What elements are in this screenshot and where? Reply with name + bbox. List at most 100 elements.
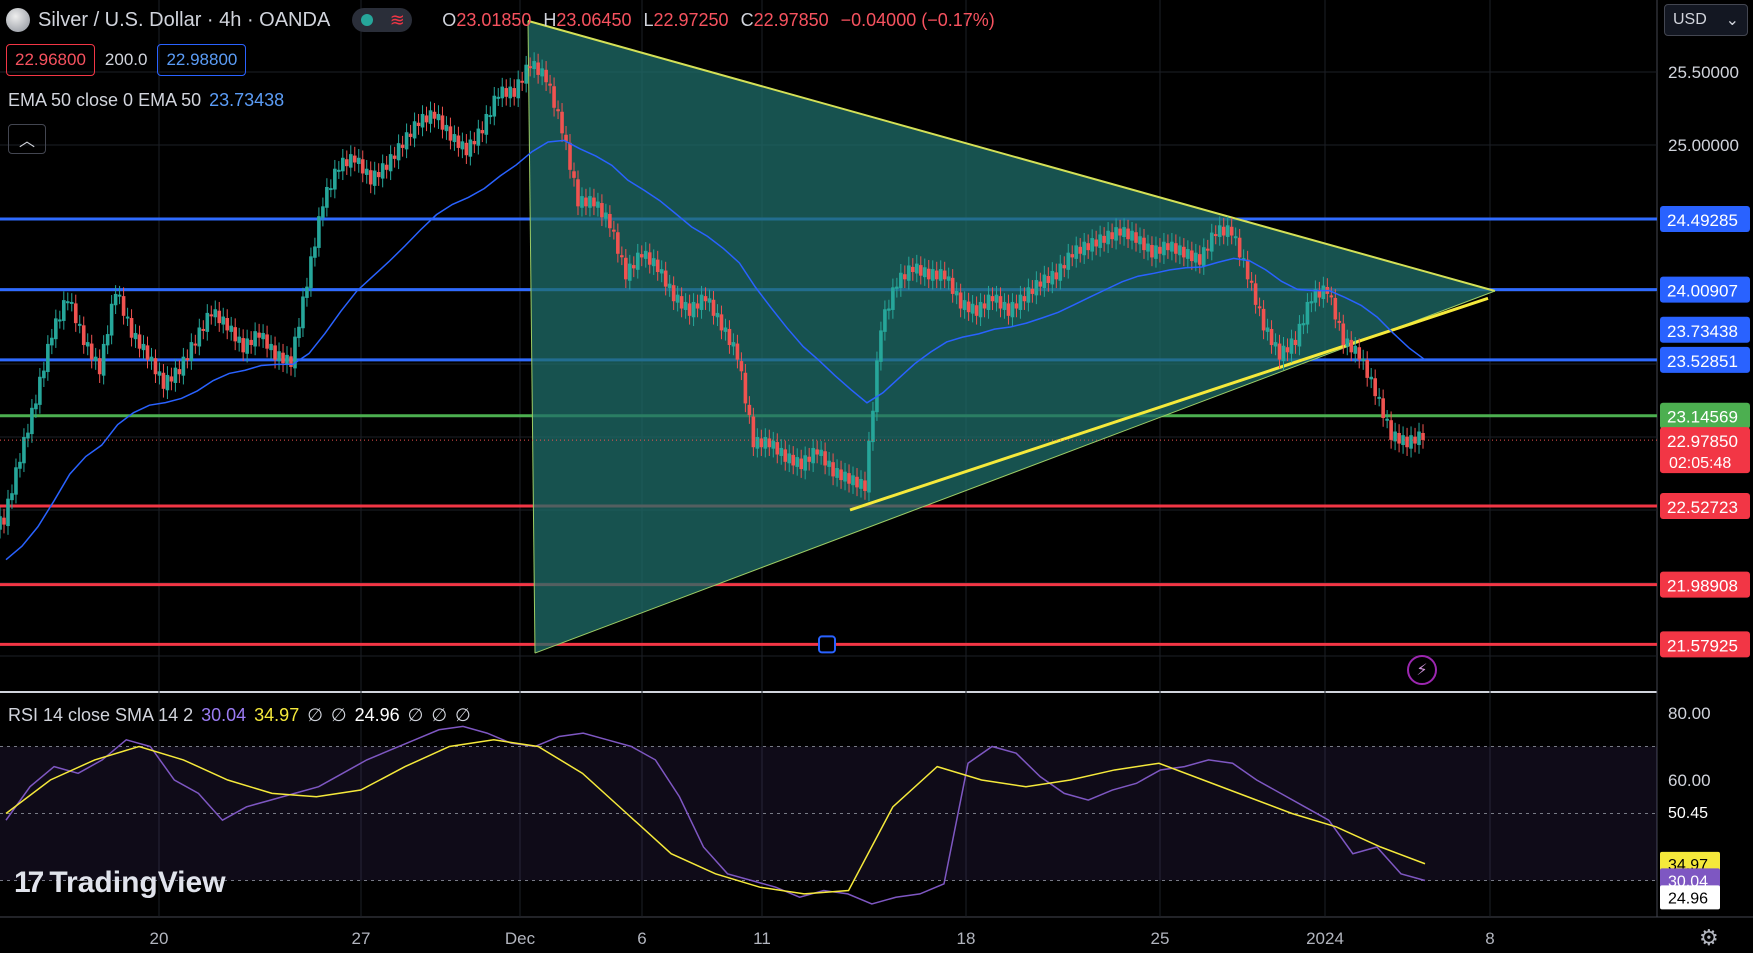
candle-body (1134, 232, 1138, 243)
trade-quantity[interactable]: 200.0 (104, 50, 148, 69)
candle-body (1106, 230, 1110, 245)
candle-body (1186, 249, 1190, 259)
candle-body (1166, 243, 1170, 251)
brand-logo[interactable]: 17 TradingView (14, 866, 226, 899)
candle-body (125, 316, 130, 319)
candle-body (2, 517, 6, 525)
collapse-legend-button[interactable]: ︿ (8, 124, 46, 154)
candle-body (580, 196, 584, 208)
bolt-icon[interactable]: ⚡ (1407, 655, 1437, 685)
candle-body (1245, 259, 1250, 280)
price-level-tag (1660, 571, 1750, 598)
candle-body (914, 263, 919, 274)
candle-body (46, 343, 50, 373)
candle-body (1074, 245, 1079, 259)
symbol-title[interactable]: Silver / U.S. Dollar · 4h · OANDA (38, 8, 331, 31)
candle-body (273, 345, 277, 360)
market-open-icon[interactable] (352, 8, 383, 32)
candle-body (50, 337, 54, 346)
candle-body (608, 213, 612, 229)
price-level-tag (1660, 631, 1750, 658)
time-axis[interactable]: 20 27 Dec 6 11 18 25 2024 8 (150, 929, 1495, 948)
candle-body (803, 455, 807, 471)
candle-body (624, 257, 628, 280)
candle-body (1010, 301, 1015, 318)
candle-body (289, 356, 293, 367)
candle-body (26, 432, 30, 439)
candle-body (42, 370, 46, 379)
candle-body (293, 336, 297, 369)
candle-body (867, 440, 871, 493)
price-level-tag (1660, 346, 1750, 373)
candle-body (185, 358, 190, 361)
price-level-tag (1660, 402, 1750, 429)
candle-body (14, 467, 18, 495)
candle-body (1405, 436, 1409, 448)
triangle-pattern[interactable] (527, 19, 1496, 654)
candle-body (1162, 241, 1166, 256)
candle-body (508, 86, 513, 99)
ema-legend[interactable]: EMA 50 close 0 EMA 50 23.73438 (8, 90, 285, 110)
candle-body (201, 328, 206, 331)
candle-body (424, 115, 429, 123)
rsi-line (5, 725, 1426, 905)
candle-body (727, 328, 732, 346)
candle-body (30, 407, 34, 435)
candle-body (1209, 232, 1214, 252)
sell-button[interactable]: 22.96800 (6, 44, 95, 76)
time-tick-label: 2024 (1306, 929, 1344, 948)
candle-body (831, 462, 835, 477)
candle-body (1389, 420, 1393, 440)
market-status[interactable]: ≋ (352, 8, 413, 32)
candle-body (173, 367, 178, 383)
candle-body (1261, 308, 1266, 331)
wave-icon[interactable]: ≋ (382, 8, 413, 32)
candle-body (237, 336, 241, 343)
candle-body (1381, 398, 1385, 419)
candle-body (396, 143, 401, 161)
candle-body (269, 343, 273, 351)
ema-price-tag (1660, 316, 1750, 343)
candle-body (855, 476, 859, 488)
rsi-level-tag (1660, 799, 1720, 824)
candle-body (715, 312, 720, 318)
candle-body (488, 115, 493, 118)
candle-body (1365, 359, 1370, 378)
candle-body (958, 292, 963, 309)
candle-body (620, 255, 624, 258)
candle-body (1098, 234, 1102, 248)
candle-body (145, 345, 150, 360)
candle-body (241, 338, 245, 353)
candle-body (532, 61, 536, 70)
candle-body (771, 440, 776, 449)
price-level-tag (1660, 493, 1750, 520)
time-tick-label: 20 (150, 929, 169, 948)
candle-body (843, 471, 847, 482)
candle-body (1313, 289, 1318, 303)
trade-panel: 22.96800 200.0 22.98800 (6, 44, 247, 76)
candle-body (368, 170, 373, 185)
candle-body (229, 325, 234, 332)
candle-body (436, 113, 441, 121)
candle-body (468, 139, 473, 157)
candle-body (679, 296, 684, 309)
candle-body (528, 66, 532, 69)
support-trendline (849, 296, 1489, 512)
candle-body (1022, 296, 1027, 302)
candle-body (879, 330, 883, 362)
candle-body (364, 168, 369, 175)
candle-body (584, 197, 588, 207)
candle-body (667, 283, 672, 289)
buy-button[interactable]: 22.98800 (157, 44, 247, 76)
candle-body (1421, 432, 1425, 440)
ema-line (5, 139, 1426, 561)
candle-body (1042, 274, 1047, 289)
gear-icon[interactable]: ⚙ (1699, 925, 1719, 950)
rsi-legend[interactable]: RSI 14 close SMA 14 2 30.04 34.97 ∅ ∅ 24… (8, 705, 471, 725)
price-axis[interactable]: 25.50000 25.00000 23.73438 22.97850 02:05:48… (0, 63, 1750, 910)
currency-selector[interactable]: USD ⌄ (1664, 4, 1748, 36)
candle-body (982, 303, 987, 309)
candle-body (823, 451, 827, 466)
drag-handle (818, 635, 836, 654)
